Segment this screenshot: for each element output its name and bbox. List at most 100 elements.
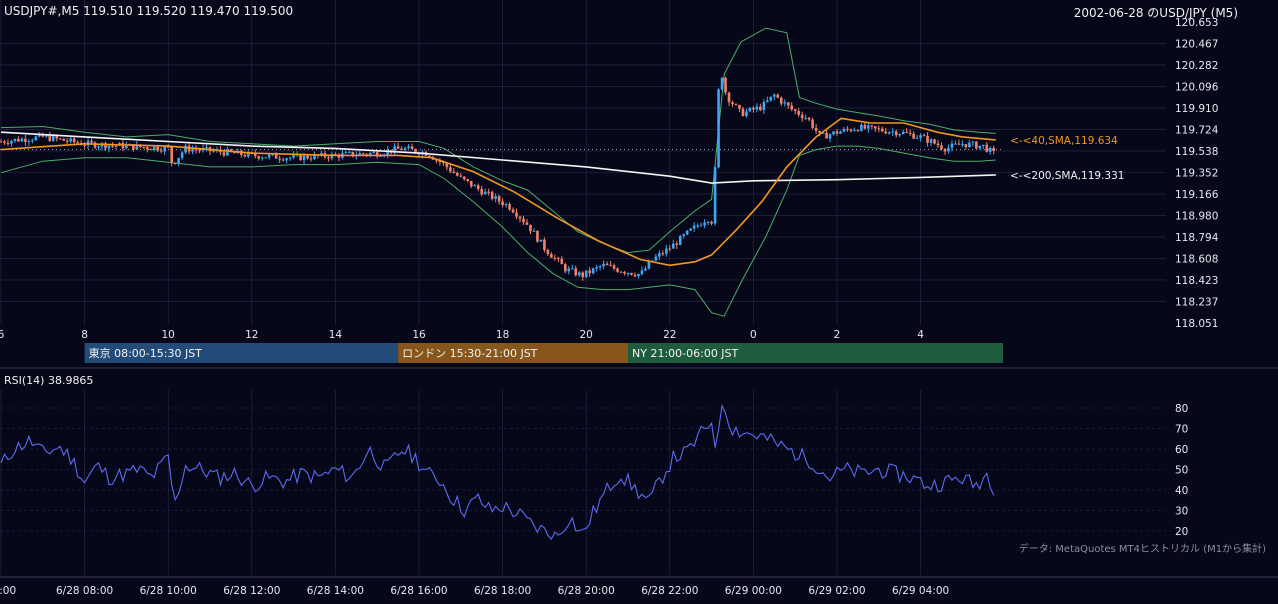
candle-body [553, 257, 557, 259]
candle-body [668, 248, 672, 250]
candle-body [612, 265, 616, 269]
candle-body [912, 133, 915, 139]
ny-session-band [628, 343, 1003, 363]
candle-body [901, 131, 905, 134]
candle-body [783, 102, 787, 104]
candle-body [375, 152, 379, 157]
candle-body [159, 150, 163, 152]
candle-body [257, 156, 261, 159]
candle-body [975, 141, 978, 149]
candle-body [3, 141, 6, 143]
candle-body [107, 145, 111, 149]
candle-body [800, 114, 804, 119]
candle-body [351, 151, 355, 157]
candle-body [891, 131, 895, 133]
candle-body [779, 97, 783, 104]
candle-body [386, 149, 389, 155]
candle-body [51, 135, 55, 141]
price-tick-label: 120.467 [1175, 39, 1218, 51]
candle-body [97, 146, 100, 148]
candle-body [581, 272, 585, 278]
candle-body [874, 126, 877, 129]
candle-body [260, 157, 264, 159]
candle-body [543, 239, 546, 250]
london-session-band [398, 343, 628, 363]
candle-body [724, 77, 727, 93]
candle-body [393, 146, 396, 153]
price-tick-label: 119.166 [1175, 189, 1219, 201]
candle-body [557, 257, 560, 259]
candle-body [348, 151, 351, 153]
candle-body [299, 154, 302, 161]
rsi-tick-label: 50 [1175, 465, 1188, 477]
candle-body [466, 179, 470, 181]
candle-body [180, 152, 184, 158]
candle-body [20, 138, 24, 142]
candle-body [564, 264, 567, 272]
candle-body [449, 167, 452, 172]
candle-body [27, 141, 31, 143]
candle-body [769, 96, 773, 101]
candle-body [170, 146, 173, 163]
candle-body [738, 104, 741, 109]
hour-tick-label: 16 [412, 329, 426, 341]
candle-body [226, 149, 229, 156]
candle-body [936, 143, 940, 146]
candle-body [947, 147, 950, 152]
candle-body [173, 162, 177, 164]
sma40-line [0, 117, 996, 267]
candle-body [710, 221, 713, 224]
candle-body [647, 261, 651, 269]
candle-body [961, 144, 964, 146]
candle-body [832, 131, 835, 135]
candle-body [90, 140, 93, 143]
candle-body [281, 159, 285, 161]
candle-body [804, 117, 807, 119]
tokyo-session-label: 東京 08:00-15:30 JST [89, 346, 203, 360]
candle-body [825, 132, 828, 139]
candle-body [759, 106, 762, 111]
candle-body [504, 204, 508, 206]
candle-body [842, 128, 846, 132]
candle-body [971, 141, 975, 143]
date-tick-label: 6/29 04:00 [892, 585, 949, 597]
candle-body [623, 272, 626, 274]
candle-body [146, 147, 149, 150]
date-tick-label: 6/28 14:00 [307, 585, 364, 597]
candle-body [198, 149, 201, 151]
candle-body [609, 265, 612, 267]
candle-body [407, 146, 410, 149]
candle-body [313, 154, 316, 160]
candle-body [194, 149, 198, 151]
candle-body [536, 230, 539, 242]
bollinger-lower-line [0, 145, 996, 317]
candle-body [452, 171, 456, 174]
candle-body [62, 138, 65, 141]
candle-body [445, 162, 449, 168]
candle-body [560, 258, 564, 265]
rsi-tick-label: 80 [1175, 403, 1188, 415]
candle-body [954, 143, 957, 145]
rsi-panel: 80 70 60 50 40 30 20 [0, 403, 1188, 541]
candle-body [793, 109, 797, 111]
candle-body [58, 138, 62, 140]
candle-body [630, 273, 633, 275]
candle-body [797, 110, 800, 115]
candle-body [950, 143, 954, 148]
chart-title: 2002-06-28 のUSD/JPY (M5) [1073, 6, 1238, 20]
candle-body [992, 147, 996, 152]
candle-body [790, 105, 794, 110]
price-tick-label: 119.538 [1175, 146, 1218, 158]
candle-body [598, 266, 602, 268]
sma200-label: <-<200,SMA,119.331 [1010, 170, 1124, 182]
hour-tick-label: 18 [496, 329, 509, 341]
candle-body [591, 268, 595, 274]
candle-body [570, 268, 574, 270]
candle-body [887, 132, 891, 134]
candle-body [0, 141, 3, 143]
candle-body [400, 148, 403, 150]
candle-body [692, 225, 696, 229]
candle-body [584, 270, 588, 278]
rsi-tick-label: 70 [1175, 424, 1188, 436]
